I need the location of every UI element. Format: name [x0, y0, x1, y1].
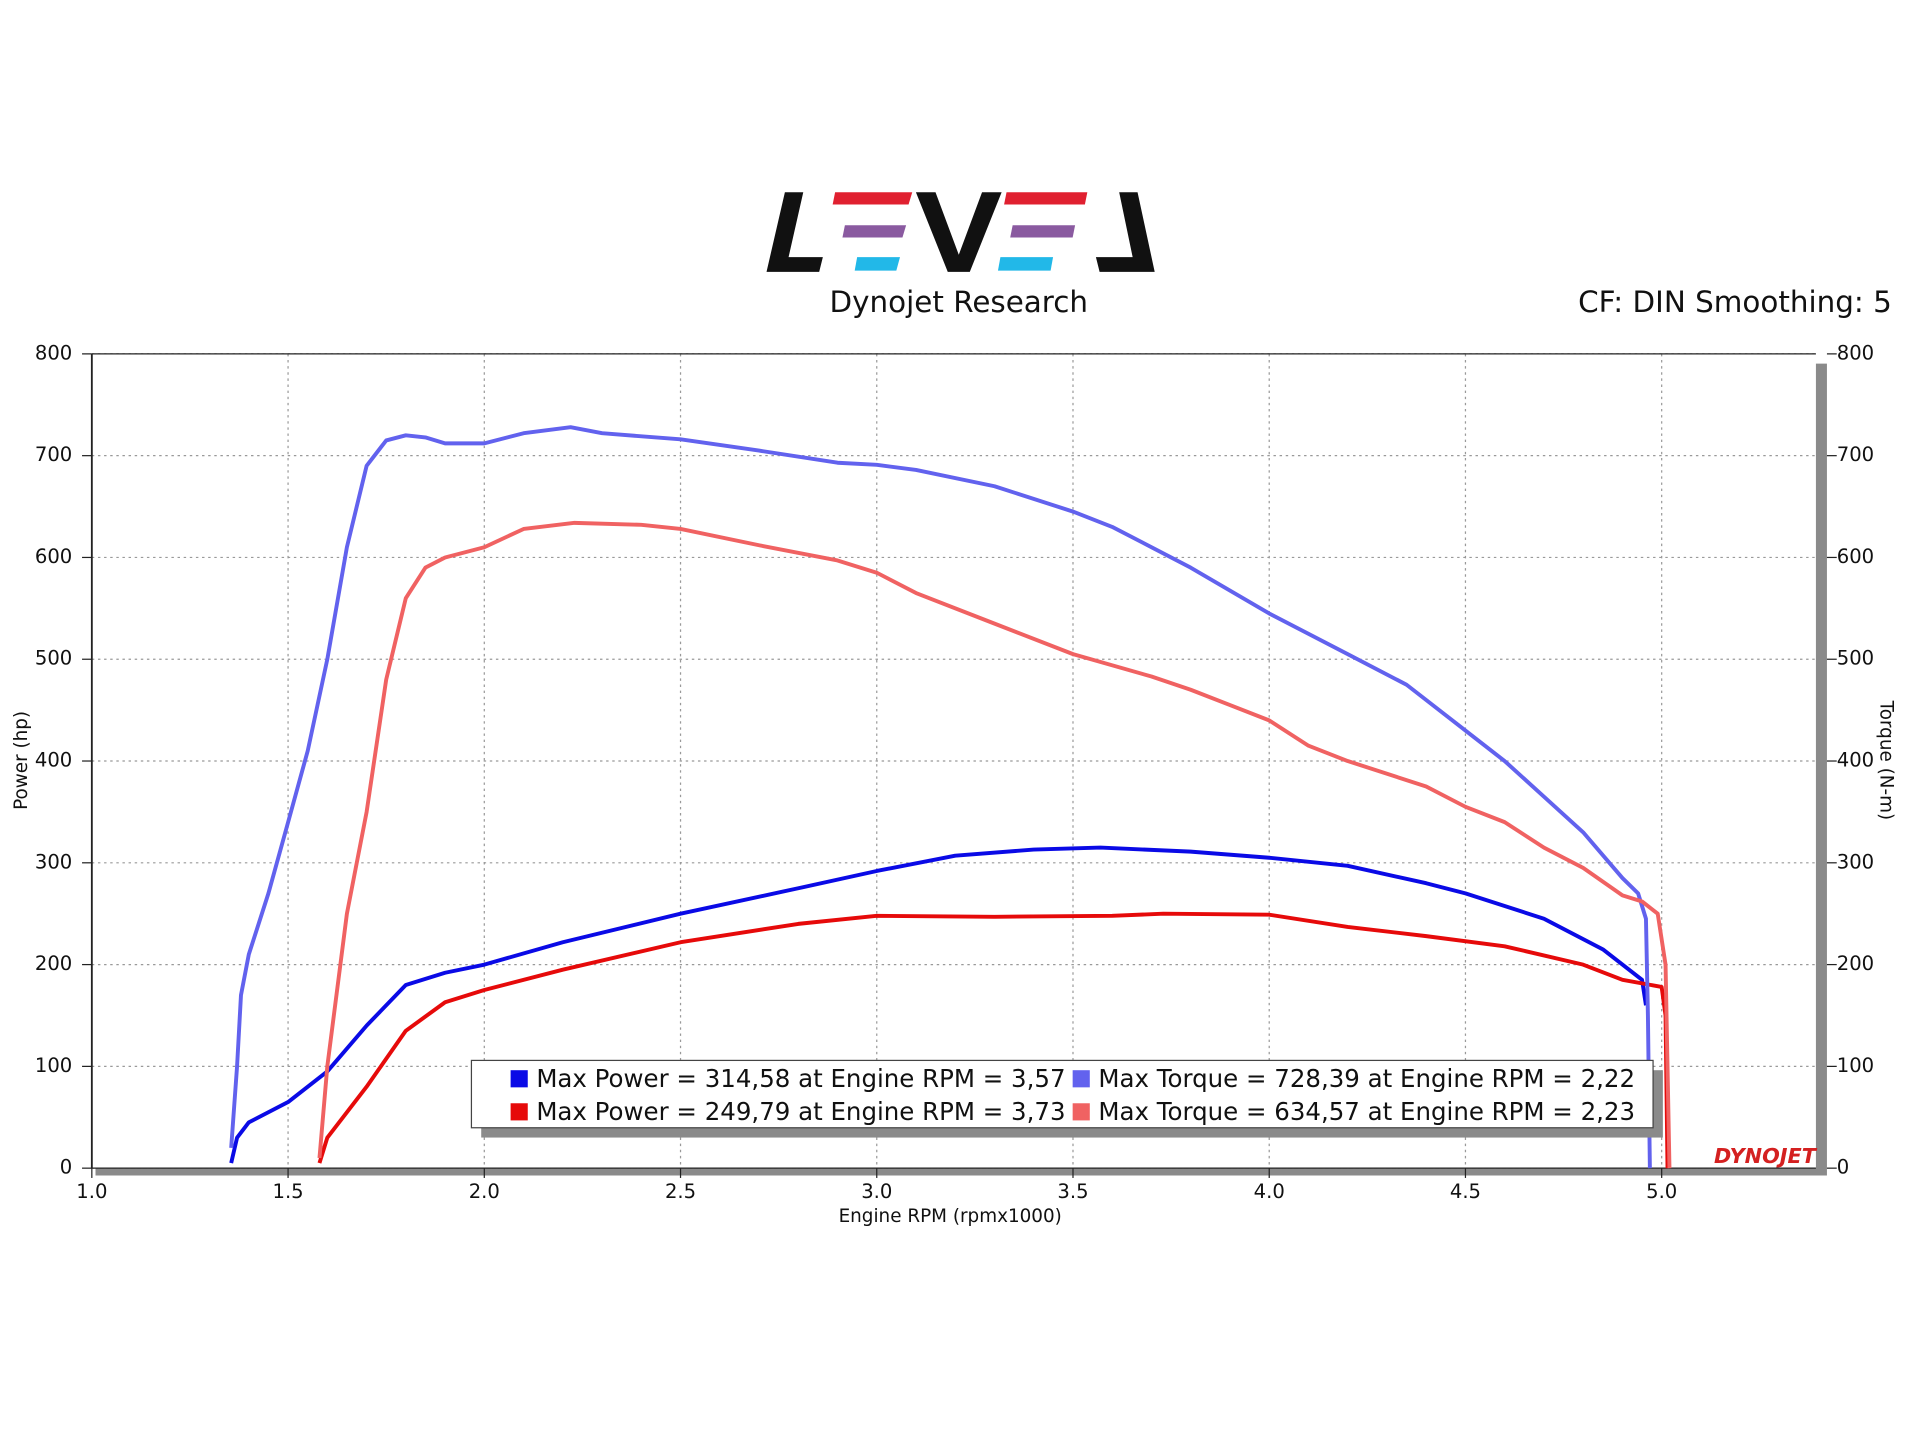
y-tick-label: 300 [35, 850, 72, 873]
frame-shadow [95, 363, 1827, 1176]
y-tick-label: 100 [35, 1054, 72, 1077]
y2-tick-label: 300 [1837, 850, 1874, 873]
y-axis-title: Power (hp) [11, 711, 32, 810]
y-tick-label: 600 [35, 545, 72, 568]
x-tick-label: 1.0 [76, 1180, 107, 1203]
legend-swatch [510, 1103, 528, 1121]
x-tick-label: 1.5 [272, 1180, 303, 1203]
legend-swatch [1072, 1070, 1090, 1088]
series-line [317, 520, 1672, 1169]
y-tick-label: 400 [35, 749, 72, 772]
series-line [229, 425, 1652, 1169]
watermark: DYNOJET [1714, 1144, 1818, 1168]
y2-tick-label: 600 [1837, 545, 1874, 568]
x-tick-label: 4.5 [1450, 1180, 1481, 1203]
series-line [317, 911, 1670, 1169]
y2-tick-label: 100 [1837, 1054, 1874, 1077]
x-tick-label: 2.5 [665, 1180, 696, 1203]
y2-tick-label: 500 [1837, 647, 1874, 670]
legend-label: Max Power = 314,58 at Engine RPM = 3,57 [536, 1064, 1065, 1093]
legend-swatch [510, 1070, 528, 1088]
y2-axis-title: Torque (N-m) [1876, 700, 1897, 821]
y-tick-label: 0 [60, 1156, 72, 1179]
y-tick-label: 200 [35, 952, 72, 975]
y2-tick-label: 200 [1837, 952, 1874, 975]
y-tick-label: 700 [35, 443, 72, 466]
logo [766, 192, 1155, 272]
y-tick-label: 500 [35, 647, 72, 670]
y-tick-label: 800 [35, 341, 72, 364]
y2-tick-label: 700 [1837, 443, 1874, 466]
legend [470, 1059, 1654, 1129]
settings: CF: DIN Smoothing: 5 [1578, 285, 1892, 319]
x-tick-label: 3.0 [861, 1180, 892, 1203]
x-tick-label: 3.5 [1057, 1180, 1088, 1203]
y2-tick-label: 400 [1837, 749, 1874, 772]
legend-label: Max Power = 249,79 at Engine RPM = 3,73 [536, 1097, 1065, 1126]
x-tick-label: 4.0 [1254, 1180, 1285, 1203]
x-tick-label: 5.0 [1646, 1180, 1677, 1203]
x-tick-label: 2.0 [469, 1180, 500, 1203]
y2-tick-label: 0 [1837, 1156, 1849, 1179]
x-axis-title: Engine RPM (rpmx1000) [839, 1206, 1062, 1227]
legend-label: Max Torque = 728,39 at Engine RPM = 2,22 [1098, 1064, 1635, 1093]
legend-swatch [1072, 1103, 1090, 1121]
plot: 0 100 200 300 400 500 600 700 800 0 100 200 300 400 50… [35, 341, 1874, 1203]
y2-tick-label: 800 [1837, 341, 1874, 364]
legend-label: Max Torque = 634,57 at Engine RPM = 2,23 [1098, 1097, 1635, 1126]
header: Dynojet Research [830, 285, 1088, 319]
